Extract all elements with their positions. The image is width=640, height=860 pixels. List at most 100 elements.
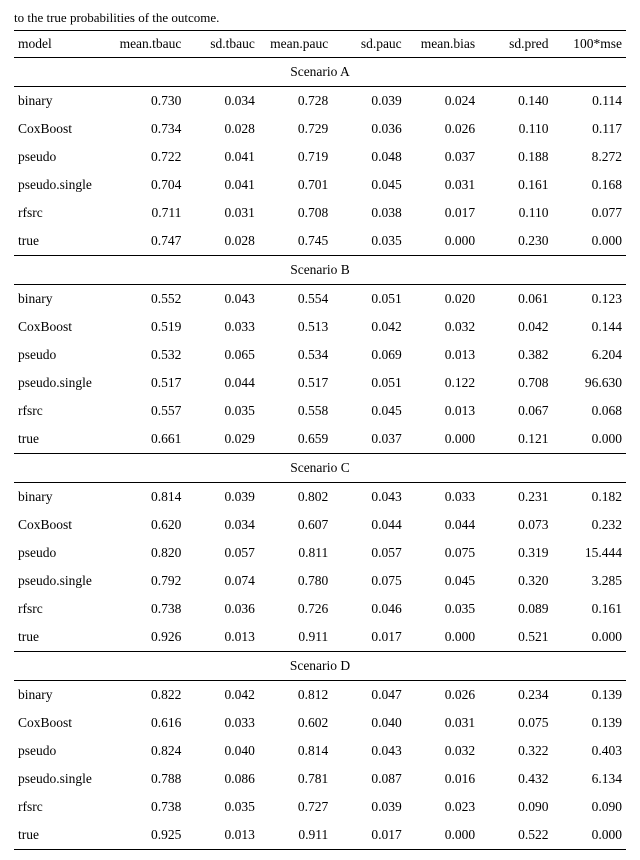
value-cell: 0.026 [406,115,479,143]
scenario-row: Scenario B [14,256,626,285]
value-cell: 0.161 [553,595,626,623]
value-cell: 0.911 [259,623,332,652]
value-cell: 0.620 [112,511,185,539]
value-cell: 0.382 [479,341,552,369]
value-cell: 0.144 [553,313,626,341]
value-cell: 0.073 [479,511,552,539]
value-cell: 0.074 [185,567,258,595]
value-cell: 0.048 [332,143,405,171]
value-cell: 0.738 [112,793,185,821]
value-cell: 0.711 [112,199,185,227]
value-cell: 0.234 [479,681,552,710]
value-cell: 0.554 [259,285,332,314]
value-cell: 0.013 [185,821,258,850]
model-cell: CoxBoost [14,313,112,341]
value-cell: 0.016 [406,765,479,793]
table-row: rfsrc0.7380.0350.7270.0390.0230.0900.090 [14,793,626,821]
value-cell: 0.730 [112,87,185,116]
value-cell: 0.024 [406,87,479,116]
value-cell: 0.000 [406,821,479,850]
value-cell: 0.182 [553,483,626,512]
value-cell: 0.320 [479,567,552,595]
table-row: CoxBoost0.6200.0340.6070.0440.0440.0730.… [14,511,626,539]
model-cell: rfsrc [14,793,112,821]
value-cell: 0.231 [479,483,552,512]
value-cell: 0.820 [112,539,185,567]
value-cell: 0.042 [479,313,552,341]
value-cell: 0.140 [479,87,552,116]
scenario-label: Scenario A [14,58,626,87]
value-cell: 0.814 [112,483,185,512]
value-cell: 0.035 [185,793,258,821]
value-cell: 0.069 [332,341,405,369]
model-cell: CoxBoost [14,511,112,539]
value-cell: 0.925 [112,821,185,850]
value-cell: 0.017 [332,623,405,652]
value-cell: 0.031 [406,709,479,737]
model-cell: binary [14,87,112,116]
caption-fragment: to the true probabilities of the outcome… [14,10,626,26]
value-cell: 0.075 [332,567,405,595]
model-cell: CoxBoost [14,115,112,143]
value-cell: 0.075 [479,709,552,737]
value-cell: 0.728 [259,87,332,116]
value-cell: 96.630 [553,369,626,397]
value-cell: 0.168 [553,171,626,199]
value-cell: 0.020 [406,285,479,314]
model-cell: true [14,425,112,454]
value-cell: 0.534 [259,341,332,369]
value-cell: 0.000 [406,227,479,256]
value-cell: 0.034 [185,87,258,116]
value-cell: 0.039 [332,87,405,116]
value-cell: 0.077 [553,199,626,227]
value-cell: 8.272 [553,143,626,171]
col-header: model [14,31,112,58]
value-cell: 0.000 [553,623,626,652]
model-cell: binary [14,483,112,512]
table-row: true0.9250.0130.9110.0170.0000.5220.000 [14,821,626,850]
value-cell: 0.926 [112,623,185,652]
value-cell: 0.047 [332,681,405,710]
value-cell: 0.824 [112,737,185,765]
value-cell: 0.722 [112,143,185,171]
value-cell: 0.017 [406,199,479,227]
col-header: mean.pauc [259,31,332,58]
value-cell: 0.043 [332,483,405,512]
col-header: sd.tbauc [185,31,258,58]
scenario-label: Scenario D [14,652,626,681]
table-row: pseudo.single0.7880.0860.7810.0870.0160.… [14,765,626,793]
value-cell: 0.031 [406,171,479,199]
value-cell: 0.738 [112,595,185,623]
col-header: sd.pauc [332,31,405,58]
value-cell: 0.822 [112,681,185,710]
value-cell: 0.013 [406,397,479,425]
value-cell: 0.068 [553,397,626,425]
value-cell: 6.134 [553,765,626,793]
value-cell: 0.041 [185,171,258,199]
value-cell: 0.086 [185,765,258,793]
value-cell: 0.513 [259,313,332,341]
value-cell: 0.042 [185,681,258,710]
table-row: CoxBoost0.7340.0280.7290.0360.0260.1100.… [14,115,626,143]
value-cell: 0.704 [112,171,185,199]
table-row: binary0.5520.0430.5540.0510.0200.0610.12… [14,285,626,314]
col-header: sd.pred [479,31,552,58]
value-cell: 0.040 [185,737,258,765]
table-row: binary0.7300.0340.7280.0390.0240.1400.11… [14,87,626,116]
value-cell: 0.044 [332,511,405,539]
value-cell: 0.792 [112,567,185,595]
model-cell: rfsrc [14,199,112,227]
value-cell: 0.057 [332,539,405,567]
value-cell: 0.558 [259,397,332,425]
table-row: binary0.8220.0420.8120.0470.0260.2340.13… [14,681,626,710]
value-cell: 0.110 [479,199,552,227]
value-cell: 0.745 [259,227,332,256]
model-cell: pseudo.single [14,369,112,397]
value-cell: 0.032 [406,737,479,765]
value-cell: 0.043 [332,737,405,765]
table-row: pseudo.single0.5170.0440.5170.0510.1220.… [14,369,626,397]
value-cell: 0.036 [332,115,405,143]
value-cell: 0.727 [259,793,332,821]
model-cell: rfsrc [14,595,112,623]
value-cell: 0.035 [332,227,405,256]
